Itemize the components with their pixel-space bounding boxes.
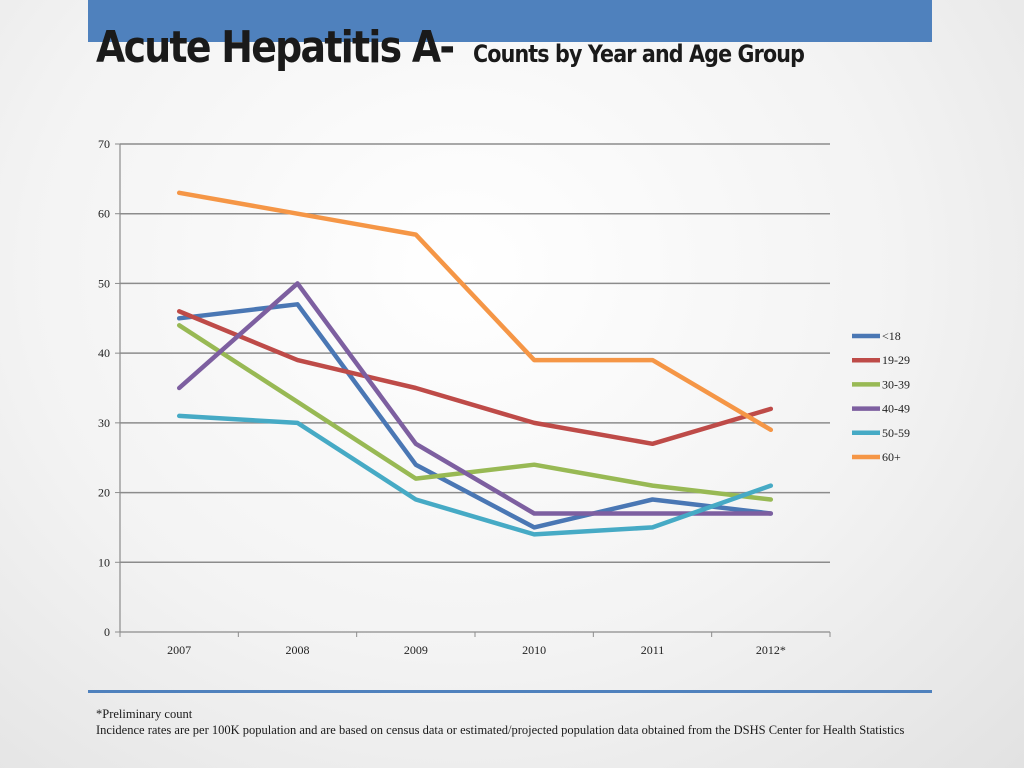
legend-label-30-39: 30-39 [882,377,910,391]
x-tick-label-2007: 2007 [167,643,191,657]
footnote-preliminary: *Preliminary count [96,707,193,721]
y-tick-label-60: 60 [98,207,110,221]
x-tick-label-2008: 2008 [286,643,310,657]
series-line-50-59 [176,413,774,537]
y-tick-label-70: 70 [98,137,110,151]
legend-label-<18: <18 [882,329,901,343]
slide-title-sub: Counts by Year and Age Group [473,40,805,68]
header-accent-bar [88,0,932,42]
series-line-30-39 [176,323,774,502]
series-lines [176,190,774,537]
y-tick-label-40: 40 [98,346,110,360]
x-tick-label-2009: 2009 [404,643,428,657]
footnotes: *Preliminary count Incidence rates are p… [96,706,936,738]
x-tick-label-2010: 2010 [522,643,546,657]
series-line-19-29 [176,309,774,447]
legend-label-19-29: 19-29 [882,353,910,367]
series-line-60+ [176,190,774,433]
y-tick-label-0: 0 [104,625,110,639]
footer-divider [88,690,932,693]
legend-label-50-59: 50-59 [882,426,910,440]
y-tick-label-30: 30 [98,416,110,430]
line-chart: 0 10 20 30 40 50 60 70 2007 2008 2009 2010 2011 2012*… [98,137,910,657]
axes: 0 10 20 30 40 50 60 70 2007 2008 2009 2010 2011 2012* [98,137,831,657]
series-line-40-49 [176,281,774,516]
footnote-incidence: Incidence rates are per 100K population … [96,723,905,737]
series-line-<18 [176,302,774,530]
slide-title: Acute Hepatitis A- Counts by Year and Ag… [96,22,858,73]
slide-title-main: Acute Hepatitis A- [96,22,455,73]
gridlines [120,143,830,564]
legend-label-40-49: 40-49 [882,402,910,416]
x-tick-label-2011: 2011 [641,643,665,657]
y-tick-label-10: 10 [98,555,110,569]
x-tick-label-2012*: 2012* [756,643,786,657]
legend-label-60+: 60+ [882,450,901,464]
y-tick-label-50: 50 [98,276,110,290]
legend: <18 19-29 30-39 40-49 50-59 60+ [852,329,910,464]
y-tick-label-20: 20 [98,486,110,500]
